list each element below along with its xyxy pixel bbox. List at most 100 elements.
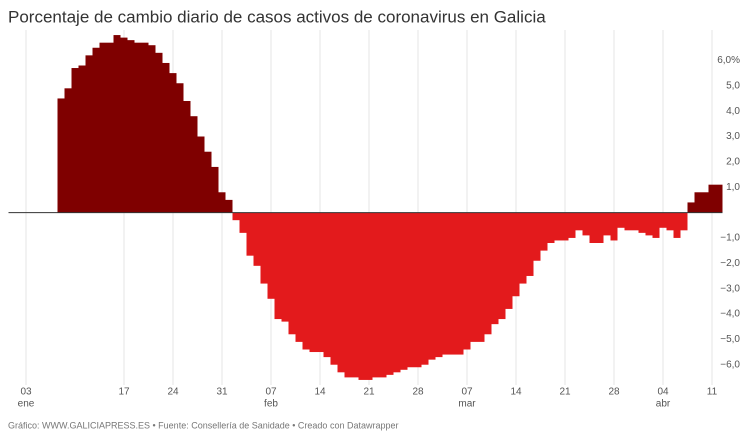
bar: [92, 47, 100, 213]
bar: [561, 212, 569, 241]
bar: [631, 212, 639, 231]
bar: [589, 212, 597, 243]
x-tick-label: 21: [363, 387, 375, 398]
bar: [323, 212, 331, 358]
bar: [624, 212, 632, 231]
y-tick-label: −1,0: [720, 233, 740, 244]
x-tick-label: 07: [265, 387, 277, 398]
bar: [715, 184, 723, 213]
bar: [505, 212, 513, 309]
bar: [372, 212, 380, 378]
bar: [498, 212, 506, 320]
bar: [225, 199, 233, 213]
bar: [477, 212, 485, 342]
bar: [617, 212, 625, 228]
bar: [351, 212, 359, 378]
bar: [337, 212, 345, 373]
bar: [603, 212, 611, 236]
bar: [638, 212, 646, 233]
bar: [449, 212, 457, 355]
bar: [652, 212, 660, 238]
bar: [120, 37, 128, 213]
bar: [582, 212, 590, 236]
bar: [302, 212, 310, 350]
bar: [162, 62, 170, 213]
bar: [414, 212, 422, 368]
bar: [288, 212, 296, 335]
x-tick-label: 11: [707, 387, 718, 398]
bar: [554, 212, 562, 241]
y-tick-label: −5,0: [720, 334, 740, 345]
bar: [428, 212, 436, 360]
bar: [463, 212, 471, 350]
bar: [568, 212, 576, 238]
bar: [694, 192, 702, 213]
x-tick-label: 28: [608, 387, 620, 398]
bar: [575, 212, 583, 231]
bar: [57, 98, 65, 213]
bar: [456, 212, 464, 355]
y-tick-label: −6,0: [720, 359, 740, 370]
x-tick-label: 03: [20, 387, 32, 398]
x-month-label: feb: [264, 399, 278, 410]
bar: [197, 136, 205, 213]
bar: [386, 212, 394, 375]
footer: Gráfico: WWW.GALICIAPRESS.ES • Fuente: C…: [8, 420, 398, 430]
bar: [134, 42, 142, 213]
bar: [155, 52, 163, 213]
bar: [274, 212, 282, 320]
chart-title: Porcentaje de cambio diario de casos act…: [8, 7, 546, 26]
bar: [330, 212, 338, 365]
bar: [64, 88, 72, 213]
x-month-label: ene: [18, 399, 35, 410]
bar: [687, 202, 695, 213]
bar: [211, 166, 219, 213]
y-tick-label: −3,0: [720, 283, 740, 294]
bar: [344, 212, 352, 378]
x-tick-label: 17: [118, 387, 130, 398]
bar: [190, 116, 198, 213]
bar: [435, 212, 443, 358]
bar: [141, 42, 149, 213]
bar: [148, 45, 156, 213]
bar: [78, 65, 86, 213]
bar: [610, 212, 618, 241]
y-tick-label: 3,0: [726, 131, 740, 142]
bar: [295, 212, 303, 342]
bar: [491, 212, 499, 325]
bar: [708, 184, 716, 213]
x-tick-label: 14: [510, 387, 522, 398]
x-tick-label: 31: [216, 387, 228, 398]
bar: [400, 212, 408, 370]
x-tick-label: 28: [412, 387, 424, 398]
bar: [113, 35, 121, 213]
bar: [533, 212, 541, 261]
x-month-label: abr: [656, 399, 671, 410]
bar: [127, 40, 135, 213]
y-tick-label: 5,0: [726, 80, 740, 91]
y-tick-label: 1,0: [726, 182, 740, 193]
bar: [680, 212, 688, 231]
bar: [281, 212, 289, 322]
bar: [85, 55, 93, 213]
x-tick-label: 14: [314, 387, 326, 398]
bar: [421, 212, 429, 365]
bar: [316, 212, 324, 353]
x-month-label: mar: [458, 399, 476, 410]
bar: [358, 212, 366, 380]
x-tick-label: 04: [657, 387, 669, 398]
x-tick-label: 24: [167, 387, 179, 398]
bar: [267, 212, 275, 299]
y-tick-label: 4,0: [726, 106, 740, 117]
bar: [379, 212, 387, 378]
bar: [106, 42, 114, 213]
bar: [540, 212, 548, 251]
y-tick-label: 2,0: [726, 156, 740, 167]
bar: [701, 192, 709, 213]
bar: [204, 151, 212, 213]
y-tick-label: 6,0%: [717, 55, 740, 66]
y-tick-label: −4,0: [720, 309, 740, 320]
bar: [365, 212, 373, 380]
bar: [526, 212, 534, 276]
